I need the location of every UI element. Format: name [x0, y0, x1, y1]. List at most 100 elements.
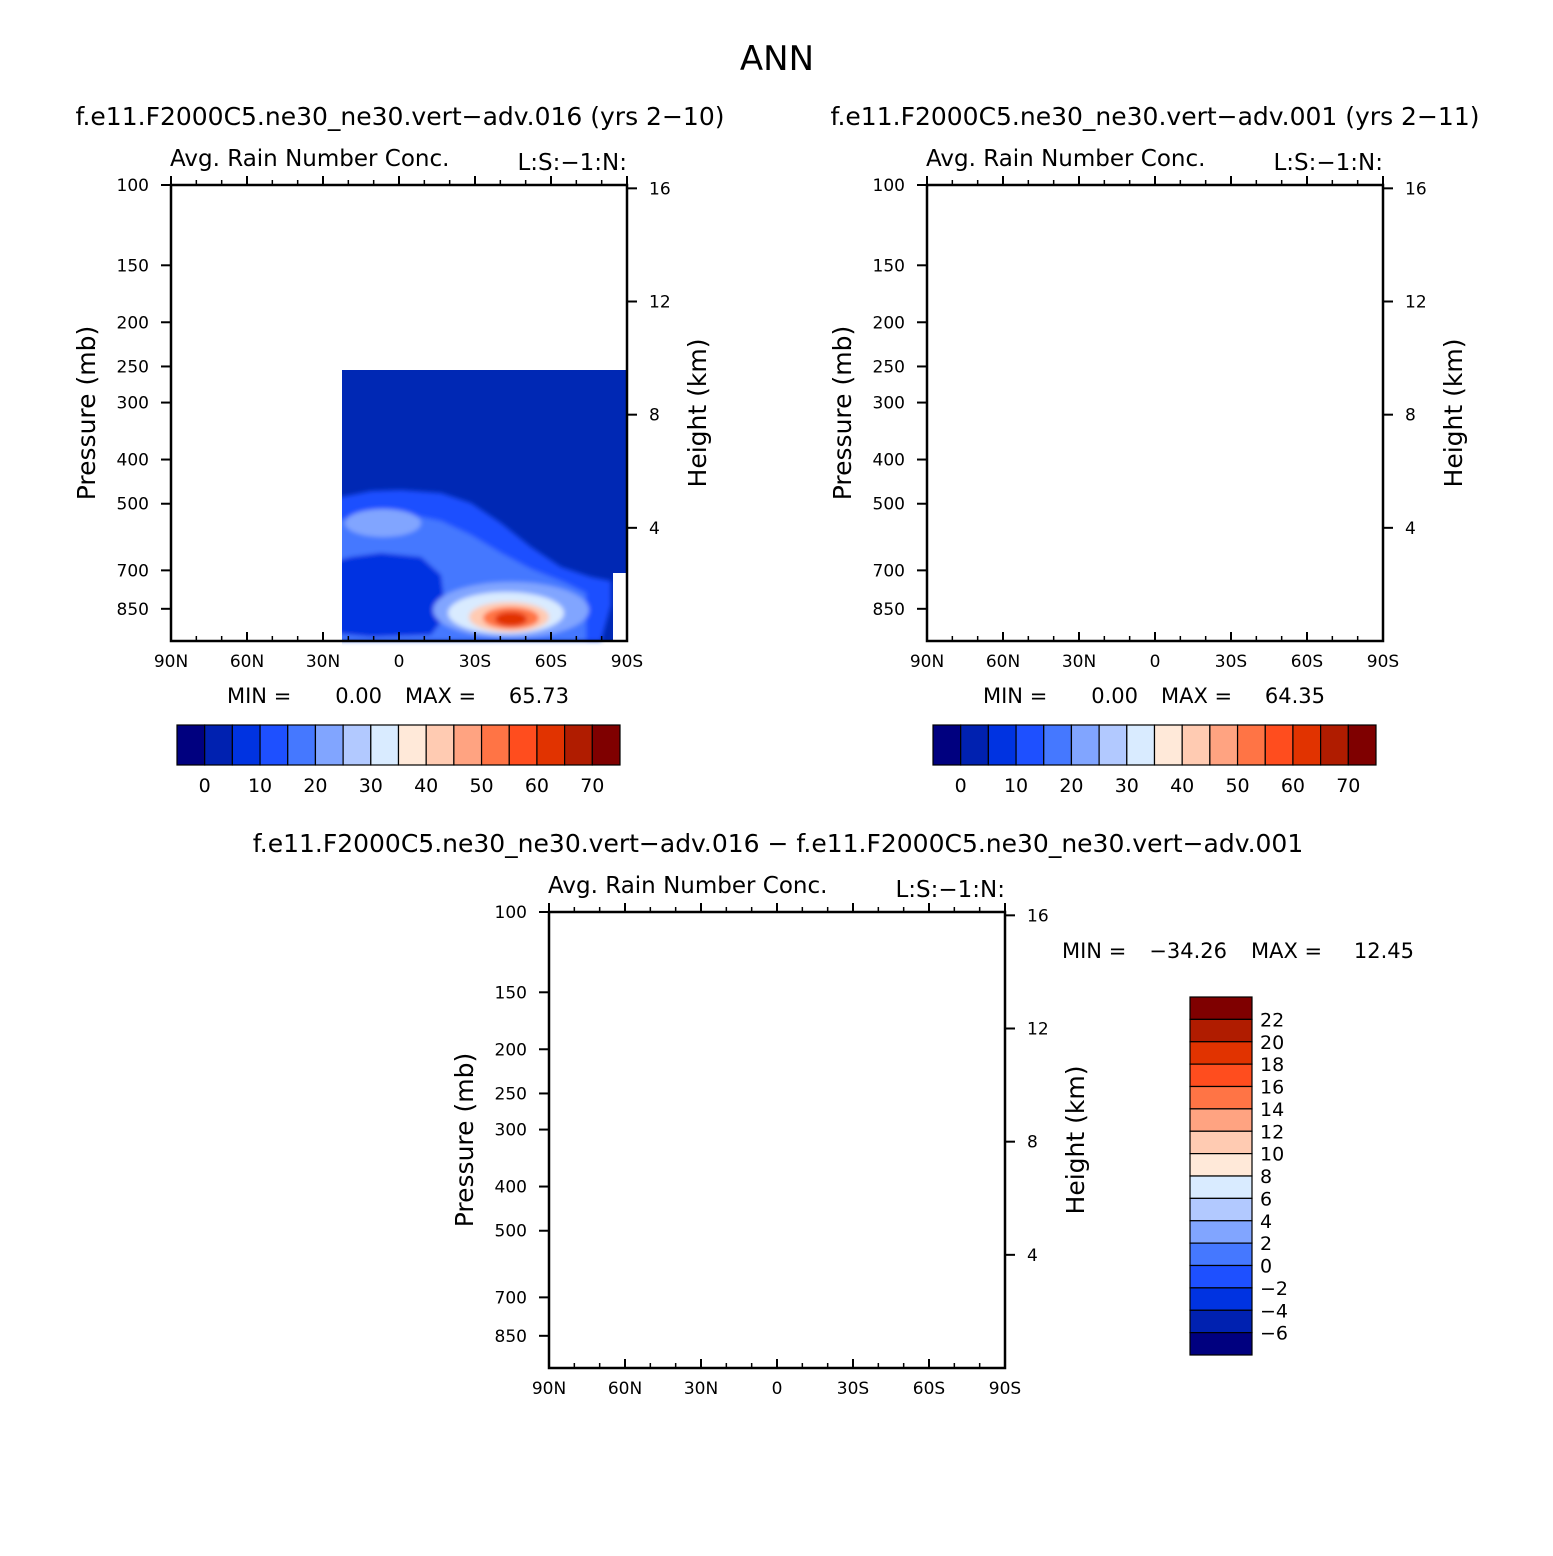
panel-diff-corner-label: L:S:−1:N:	[895, 877, 1005, 903]
y2-tick-label: 4	[1405, 519, 1416, 539]
x-tick-label: 60N	[608, 1379, 642, 1399]
colorbar-swatch	[1098, 724, 1128, 766]
y-tick-label: 850	[117, 600, 149, 620]
y-tick-label: 200	[495, 1040, 527, 1060]
field-positive-spot-5	[963, 1318, 975, 1346]
x-tick-label: 60S	[535, 652, 567, 672]
colorbar-label: −2	[1260, 1278, 1288, 1300]
x-tick-label: 0	[394, 652, 405, 672]
panel-control-max-label: MAX =	[405, 684, 476, 708]
colorbar-swatch	[1347, 724, 1377, 766]
panel-test: f.e11.F2000C5.ne30_ne30.vert−adv.001 (yr…	[828, 102, 1479, 797]
y2-tick-label: 16	[1027, 906, 1049, 926]
colorbar-swatch	[1189, 996, 1253, 1020]
y-tick-label: 250	[495, 1084, 527, 1104]
x-tick-label: 30S	[837, 1379, 869, 1399]
field-level-3-region	[927, 515, 1342, 641]
field-background	[927, 185, 1383, 641]
colorbar-label: 22	[1260, 1009, 1284, 1031]
y-tick-label: 300	[873, 394, 905, 414]
panel-test-case-title: f.e11.F2000C5.ne30_ne30.vert−adv.001 (yr…	[831, 102, 1480, 131]
y2-tick-label: 16	[1405, 179, 1427, 199]
y-tick-label: 850	[495, 1327, 527, 1347]
panel-control-ylabel: Pressure (mb)	[72, 326, 101, 500]
field-level-6-north	[928, 544, 950, 596]
colorbar-label: 70	[1336, 775, 1360, 797]
colorbar-swatch	[1153, 724, 1183, 766]
colorbar-swatch	[1181, 724, 1211, 766]
colorbar-label: 20	[1260, 1032, 1284, 1054]
panel-diff-max-value: 12.45	[1354, 939, 1414, 963]
colorbar-swatch	[425, 724, 455, 766]
colorbar-swatch	[204, 724, 233, 766]
panel-diff-min-label: MIN =	[1062, 939, 1126, 963]
colorbar-swatch	[231, 724, 261, 766]
colorbar-label: 50	[1225, 775, 1249, 797]
colorbar-swatch	[508, 724, 538, 766]
colorbar-label: 4	[1260, 1211, 1272, 1233]
colorbar-swatch	[259, 724, 289, 766]
colorbar-swatch	[1189, 1153, 1253, 1177]
y-tick-label: 300	[495, 1121, 527, 1141]
x-tick-label: 90S	[1367, 652, 1399, 672]
field-positive-spot-4	[759, 1318, 769, 1342]
x-tick-label: 90N	[154, 652, 188, 672]
colorbar-swatch	[176, 724, 206, 766]
panel-test-corner-label: L:S:−1:N:	[1273, 150, 1383, 176]
panel-test-max-label: MAX =	[1161, 684, 1232, 708]
colorbar-label: 18	[1260, 1054, 1284, 1076]
x-tick-label: 60N	[986, 652, 1020, 672]
panel-control-colorbar: 0 10 20 30 40 50 60 70	[176, 724, 621, 797]
x-tick-label: 90S	[611, 652, 643, 672]
y-tick-label: 400	[495, 1178, 527, 1198]
field-positive-spot-1	[616, 1228, 626, 1256]
panel-control-corner-label: L:S:−1:N:	[517, 150, 627, 176]
field-negative-south-tropics-core	[804, 1318, 844, 1336]
field-level-5-north	[929, 550, 969, 630]
x-tick-label: 60N	[230, 652, 264, 672]
field-level-3-core-midlat	[1075, 553, 1202, 637]
colorbar-label: 20	[1059, 775, 1083, 797]
field-level-7-south-jet	[1225, 602, 1305, 632]
y-tick-label: 200	[873, 313, 905, 333]
field-positive-spot-3	[819, 1350, 879, 1362]
colorbar-swatch	[1189, 1197, 1253, 1222]
y-tick-label: 150	[495, 983, 527, 1003]
colorbar-swatch	[1189, 1041, 1253, 1065]
colorbar-label: 16	[1260, 1077, 1284, 1099]
y-tick-label: 100	[873, 176, 905, 196]
colorbar-label: 0	[1260, 1256, 1272, 1278]
field-positive-spot-2	[556, 1309, 566, 1325]
y2-tick-label: 8	[1027, 1133, 1038, 1153]
colorbar-label: 60	[525, 775, 549, 797]
panel-test-ylabel: Pressure (mb)	[828, 326, 857, 500]
colorbar-swatch	[370, 724, 400, 766]
panel-test-axes: 90N 60N 30N 0 30S 60S 90S 100 150 200 250 300 400 500…	[873, 176, 1427, 672]
colorbar-swatch	[480, 724, 510, 766]
field-level-4-north	[927, 535, 993, 631]
colorbar-swatch	[453, 724, 483, 766]
y-tick-label: 100	[117, 176, 149, 196]
x-tick-label: 60S	[913, 1379, 945, 1399]
panel-diff-min-value: −34.26	[1149, 939, 1227, 963]
panel-control-field	[342, 370, 627, 641]
y-tick-label: 500	[873, 495, 905, 515]
field-level-3-core-midlat	[342, 553, 446, 637]
colorbar-swatch	[342, 724, 372, 766]
field-level-11-south-jet	[1252, 612, 1282, 626]
colorbar-label: 12	[1260, 1121, 1284, 1143]
colorbar-swatch	[932, 724, 962, 766]
figure-title: ANN	[740, 39, 814, 79]
y2-tick-label: 16	[649, 179, 671, 199]
field-negative-south-polar-core	[953, 1280, 965, 1308]
colorbar-label: −6	[1260, 1323, 1288, 1345]
y-tick-label: 250	[873, 357, 905, 377]
panel-test-y2label: Height (km)	[1439, 339, 1468, 488]
colorbar-label: 40	[414, 775, 438, 797]
panel-test-colorbar: 0 10 20 30 40 50 60 70	[932, 724, 1377, 797]
y-tick-label: 400	[873, 451, 905, 471]
y-tick-label: 200	[117, 313, 149, 333]
panel-control: f.e11.F2000C5.ne30_ne30.vert−adv.016 (yr…	[72, 102, 724, 797]
colorbar-label: 6	[1260, 1188, 1272, 1210]
